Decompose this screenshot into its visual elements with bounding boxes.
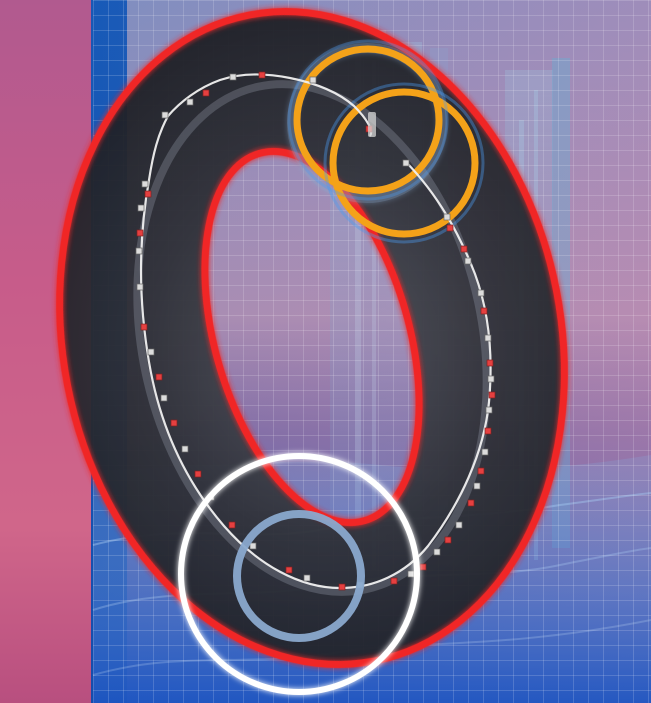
orange-ring-2[interactable] bbox=[329, 88, 479, 238]
blue-inner-target-ring[interactable] bbox=[233, 510, 365, 642]
center-lock-icon bbox=[368, 112, 376, 137]
orange-ring-shadow bbox=[287, 39, 449, 201]
white-target-ring[interactable] bbox=[178, 453, 420, 695]
orange-target-rings[interactable] bbox=[287, 39, 485, 244]
target-ring-icon[interactable] bbox=[178, 453, 420, 695]
inner-ring-outline bbox=[201, 147, 423, 527]
ring-highlight bbox=[133, 80, 491, 596]
orange-ring-glow bbox=[323, 82, 485, 244]
orange-ring-1[interactable] bbox=[293, 45, 443, 195]
path-control-points[interactable] bbox=[135, 71, 496, 591]
